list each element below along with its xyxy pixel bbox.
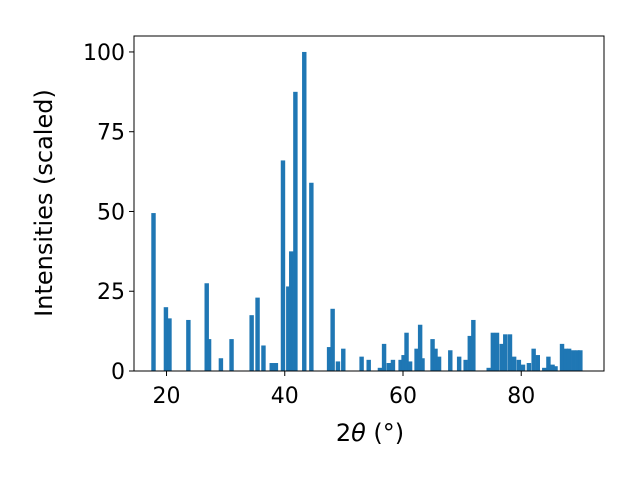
bar	[417, 324, 423, 371]
bar	[289, 251, 294, 371]
bar	[511, 356, 517, 371]
y-tick-label: 0	[111, 360, 125, 385]
bar	[398, 359, 403, 371]
bar	[255, 297, 260, 371]
bar	[386, 363, 392, 371]
bar	[206, 339, 212, 371]
bar	[401, 355, 406, 371]
bar	[163, 307, 169, 371]
x-tick-label: 60	[389, 384, 417, 409]
bar	[326, 347, 332, 371]
bar	[280, 160, 286, 371]
bar	[407, 361, 413, 371]
x-tick-label: 20	[153, 384, 181, 409]
bar	[414, 348, 419, 371]
bar	[499, 343, 504, 371]
bar	[381, 343, 387, 371]
bar	[204, 283, 209, 371]
bar	[377, 367, 383, 371]
bar	[335, 361, 341, 371]
bars-group	[151, 51, 583, 371]
bar	[218, 358, 224, 371]
bar	[286, 286, 291, 371]
y-tick-label: 50	[97, 200, 125, 225]
bar	[309, 182, 314, 371]
bar	[471, 319, 476, 371]
bar	[261, 345, 266, 371]
bar	[366, 359, 371, 371]
x-axis-label-unit: (°)	[366, 419, 404, 447]
bar	[563, 348, 568, 371]
x-tick-label: 80	[507, 384, 535, 409]
bar	[550, 364, 555, 371]
x-axis-label: 2θ (°)	[336, 419, 404, 447]
bar	[359, 356, 364, 371]
bar	[390, 359, 396, 371]
bar	[490, 332, 496, 371]
bar	[553, 366, 558, 371]
y-axis-label: Intensities (scaled)	[30, 89, 58, 317]
plot-frame	[133, 35, 605, 372]
y-tick-label: 75	[97, 121, 125, 146]
y-tick-label: 100	[83, 41, 125, 66]
bar	[526, 363, 532, 371]
bar	[436, 356, 442, 371]
bar	[167, 318, 172, 371]
bar	[293, 91, 298, 371]
x-tick-label: 40	[271, 384, 299, 409]
bar	[341, 348, 346, 371]
bar	[463, 359, 468, 371]
y-axis-ticks: 0 25 50 75 100	[83, 41, 134, 385]
bar	[542, 367, 547, 371]
bar	[330, 308, 335, 371]
bar	[456, 356, 462, 371]
bar	[494, 332, 500, 371]
bar	[535, 355, 540, 371]
bar	[559, 343, 565, 371]
bar	[575, 350, 580, 371]
bar	[249, 315, 254, 371]
bar	[404, 332, 409, 371]
x-axis-ticks: 20 40 60 80	[153, 371, 535, 409]
bar	[448, 350, 453, 371]
bar	[273, 363, 279, 371]
bar	[531, 348, 536, 371]
bar	[503, 334, 508, 371]
bar	[467, 335, 473, 371]
bar	[430, 339, 435, 371]
bar	[507, 334, 513, 371]
bar	[433, 348, 438, 371]
bar	[151, 213, 156, 371]
x-axis-label-main: 2	[336, 419, 351, 447]
bar	[229, 339, 234, 371]
bar	[546, 356, 551, 371]
bar	[571, 350, 576, 371]
bar	[302, 51, 307, 371]
bar	[520, 364, 526, 371]
y-tick-label: 25	[97, 280, 125, 305]
bar	[186, 319, 191, 371]
x-axis-label-symbol: θ	[351, 419, 366, 447]
bar	[516, 359, 522, 371]
bar	[486, 367, 491, 371]
bar	[566, 348, 572, 371]
bar	[420, 358, 425, 371]
bar	[269, 363, 274, 371]
bar	[578, 350, 583, 371]
